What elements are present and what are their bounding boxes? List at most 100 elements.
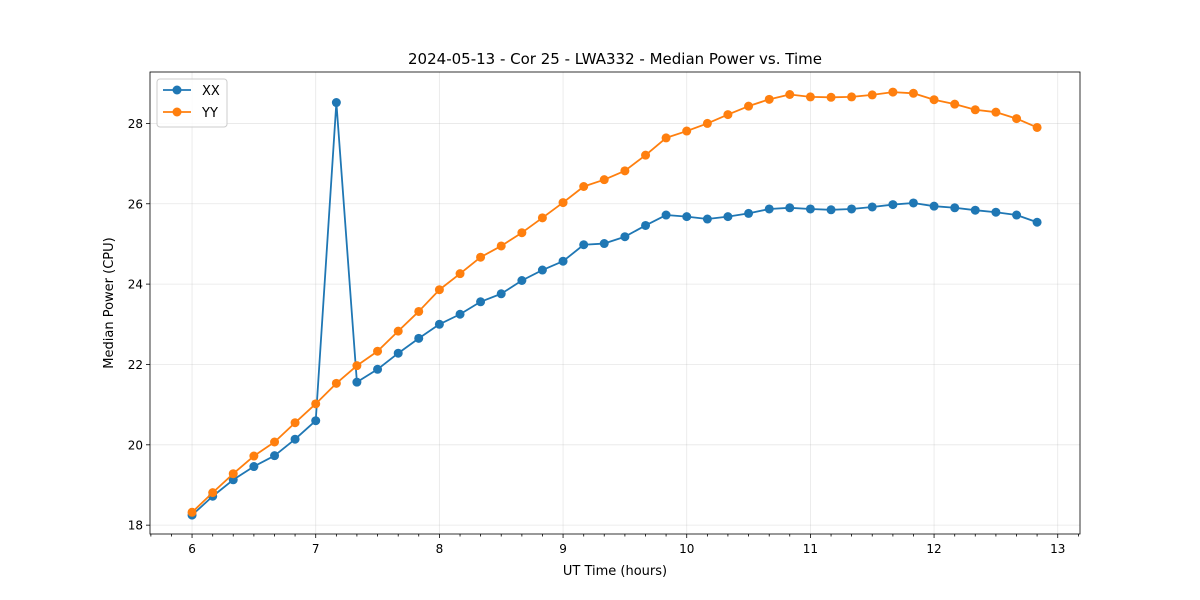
data-point-yy (805, 92, 815, 102)
y-tick-label: 20 (128, 438, 143, 452)
x-axis-label: UT Time (hours) (563, 564, 667, 579)
data-point-yy (558, 198, 568, 208)
data-point-xx (1032, 217, 1042, 227)
series-xx (187, 98, 1042, 520)
data-point-xx (455, 309, 465, 319)
data-point-yy (599, 175, 609, 185)
data-point-yy (517, 228, 527, 238)
data-point-xx (249, 462, 259, 472)
y-tick-label: 28 (128, 117, 143, 131)
legend-marker-yy (172, 107, 182, 117)
data-point-yy (847, 92, 857, 102)
data-point-yy (579, 182, 589, 191)
data-point-yy (785, 90, 795, 99)
data-point-xx (331, 98, 341, 108)
data-point-xx (744, 208, 754, 218)
data-point-xx (414, 333, 424, 343)
data-point-yy (929, 95, 939, 105)
data-point-yy (908, 88, 918, 98)
data-point-yy (723, 110, 733, 120)
x-tick-label: 9 (559, 542, 567, 556)
data-point-xx (434, 319, 444, 329)
grid-lines (150, 72, 1080, 534)
data-point-yy (950, 99, 960, 109)
data-point-yy (414, 306, 424, 316)
series-yy (187, 87, 1042, 517)
legend: XX YY (156, 78, 228, 128)
data-point-xx (785, 203, 795, 213)
data-point-xx (867, 202, 877, 212)
data-point-xx (723, 212, 733, 222)
data-point-yy (1032, 122, 1042, 132)
y-tick-label: 24 (128, 278, 143, 292)
data-point-yy (228, 469, 238, 479)
data-point-xx (290, 434, 300, 444)
data-point-yy (682, 126, 692, 136)
data-point-xx (579, 240, 589, 250)
data-point-xx (764, 204, 774, 214)
data-point-xx (908, 198, 918, 208)
data-point-yy (373, 346, 383, 356)
data-point-xx (702, 214, 712, 224)
data-point-yy (888, 87, 898, 97)
data-point-yy (867, 90, 877, 100)
x-tick-label: 11 (803, 542, 818, 556)
x-tick-label: 13 (1050, 542, 1065, 556)
data-point-yy (537, 213, 547, 223)
data-point-yy (991, 107, 1001, 117)
data-point-yy (702, 118, 712, 128)
data-point-xx (270, 451, 280, 461)
data-point-xx (558, 256, 568, 266)
legend-label-xx: XX (202, 84, 220, 99)
data-point-yy (249, 451, 259, 461)
data-point-yy (352, 361, 362, 371)
data-point-xx (826, 205, 836, 215)
data-point-xx (661, 210, 671, 220)
data-point-xx (950, 203, 960, 213)
y-tick-label: 26 (128, 197, 143, 211)
legend-label-yy: YY (201, 106, 218, 121)
data-point-yy (290, 418, 300, 428)
x-tick-label: 12 (926, 542, 941, 556)
data-point-yy (744, 101, 754, 111)
data-point-yy (1012, 114, 1022, 124)
data-point-yy (970, 105, 980, 115)
data-point-yy (208, 488, 218, 498)
data-point-yy (311, 399, 321, 409)
data-point-xx (352, 377, 362, 387)
data-point-xx (929, 201, 939, 211)
data-point-xx (888, 200, 898, 210)
x-tick-label: 8 (436, 542, 444, 556)
data-point-xx (373, 364, 383, 374)
data-point-xx (847, 204, 857, 214)
data-point-xx (599, 239, 609, 249)
data-point-xx (537, 265, 547, 275)
x-tick-label: 6 (188, 542, 196, 556)
y-axis-ticks: 18 20 22 24 26 28 (128, 117, 150, 533)
data-point-xx (991, 207, 1001, 217)
data-point-yy (661, 133, 671, 143)
data-point-yy (455, 269, 465, 279)
data-point-xx (476, 297, 486, 307)
data-point-xx (970, 205, 980, 215)
data-point-xx (620, 232, 630, 242)
data-point-xx (393, 348, 403, 358)
x-tick-label: 10 (679, 542, 694, 556)
y-tick-label: 22 (128, 358, 143, 372)
data-point-xx (1012, 210, 1022, 220)
data-point-xx (496, 289, 506, 299)
data-point-xx (517, 276, 527, 285)
plot-frame (149, 71, 1081, 535)
data-point-yy (331, 378, 341, 388)
data-point-yy (434, 285, 444, 295)
data-point-yy (620, 166, 630, 176)
legend-marker-xx (172, 85, 182, 95)
data-point-yy (826, 92, 836, 102)
data-point-yy (270, 437, 280, 447)
data-point-yy (764, 94, 774, 104)
data-point-xx (805, 204, 815, 214)
y-axis-label: Median Power (CPU) (102, 237, 117, 368)
x-tick-label: 7 (312, 542, 320, 556)
data-point-yy (496, 241, 506, 251)
chart-title: 2024-05-13 - Cor 25 - LWA332 - Median Po… (408, 50, 822, 68)
